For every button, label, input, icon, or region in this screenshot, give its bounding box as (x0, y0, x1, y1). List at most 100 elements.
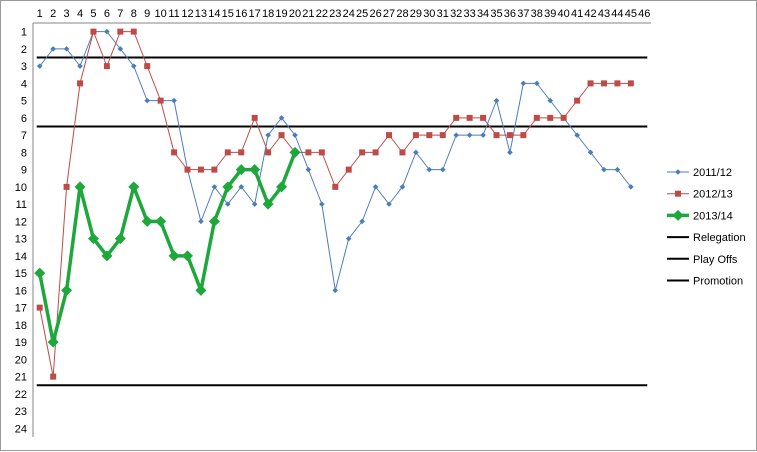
data-point (278, 132, 285, 139)
x-tick-label: 14 (208, 8, 220, 20)
legend-label: 2012/13 (693, 189, 733, 201)
data-point (74, 181, 86, 193)
y-tick-label: 21 (15, 372, 27, 384)
y-tick-label: 1 (21, 27, 27, 39)
data-point (506, 132, 513, 139)
data-point (614, 80, 621, 87)
data-point (34, 267, 46, 279)
data-point (225, 201, 231, 207)
data-point (520, 132, 527, 139)
data-point (238, 149, 245, 156)
y-tick-label: 19 (15, 337, 27, 349)
legend: 2011/12 2012/13 2013/14 Relegation Play Offs… (667, 167, 746, 288)
data-point (466, 114, 473, 121)
data-point (412, 132, 419, 139)
data-point (87, 233, 99, 245)
data-point (345, 166, 352, 173)
series-layer (34, 28, 634, 380)
data-point (614, 166, 621, 173)
data-point (628, 184, 634, 190)
data-point (117, 28, 124, 35)
legend-label: Play Offs (693, 254, 738, 266)
x-tick-label: 45 (625, 8, 637, 20)
y-tick-label: 10 (15, 182, 27, 194)
x-tick-label: 39 (544, 8, 556, 20)
data-point (50, 373, 57, 380)
data-point (104, 28, 110, 35)
data-point (600, 80, 607, 87)
y-tick-label: 6 (21, 113, 27, 125)
data-point (278, 115, 285, 121)
data-point (480, 132, 486, 138)
x-tick-label: 13 (195, 8, 207, 20)
data-point (144, 97, 150, 104)
data-point (101, 250, 113, 262)
x-tick-label: 10 (155, 8, 167, 20)
data-point (453, 114, 460, 121)
y-tick-label: 23 (15, 406, 27, 418)
data-point (413, 149, 419, 156)
data-point (103, 63, 110, 70)
data-point (144, 63, 151, 70)
data-point (61, 284, 73, 296)
data-point (171, 149, 178, 156)
data-point (50, 46, 56, 52)
data-point (439, 132, 446, 139)
data-point (90, 28, 97, 35)
data-point (168, 250, 180, 262)
x-tick-label: 16 (235, 8, 247, 20)
data-point (289, 146, 301, 158)
series-line (37, 151, 297, 344)
data-point (63, 46, 70, 52)
data-point (574, 132, 580, 138)
data-point (249, 164, 261, 176)
x-tick-label: 5 (90, 8, 96, 20)
data-point (130, 28, 137, 35)
data-point (305, 166, 312, 173)
y-tick-label: 12 (15, 216, 27, 228)
data-point (276, 181, 288, 193)
data-point (265, 132, 271, 138)
x-tick-label: 8 (131, 8, 137, 20)
data-point (386, 201, 392, 207)
x-tick-label: 27 (383, 8, 395, 20)
data-point (47, 336, 59, 348)
legend-label: Relegation (693, 232, 746, 244)
data-point (627, 80, 634, 87)
x-tick-label: 21 (302, 8, 314, 20)
series-2013-14 (34, 146, 301, 348)
x-tick-label: 18 (262, 8, 274, 20)
data-point (345, 235, 352, 242)
legend-label: Promotion (693, 276, 743, 288)
x-tick-label: 41 (571, 8, 583, 20)
data-point (493, 97, 500, 104)
x-tick-label: 23 (329, 8, 341, 20)
data-point (36, 304, 43, 311)
x-tick-label: 26 (369, 8, 381, 20)
y-tick-label: 2 (21, 44, 27, 56)
data-point (399, 184, 406, 190)
data-point (117, 46, 124, 52)
x-tick-label: 29 (410, 8, 422, 20)
data-point (265, 149, 272, 156)
x-tick-label: 35 (490, 8, 502, 20)
data-point (372, 184, 379, 190)
data-point (359, 149, 366, 156)
data-point (587, 149, 594, 156)
data-point (305, 149, 312, 156)
data-point (534, 80, 540, 87)
y-tick-label: 7 (21, 130, 27, 142)
data-point (251, 201, 258, 207)
x-tick-label: 11 (168, 8, 179, 20)
x-tick-label: 31 (437, 8, 449, 20)
x-tick-label: 24 (343, 8, 355, 20)
x-tick-label: 19 (275, 8, 287, 20)
data-point (63, 183, 70, 190)
x-tick-label: 36 (504, 8, 516, 20)
data-point (182, 250, 193, 262)
y-tick-label: 18 (15, 320, 27, 332)
x-tick-label: 28 (396, 8, 408, 20)
